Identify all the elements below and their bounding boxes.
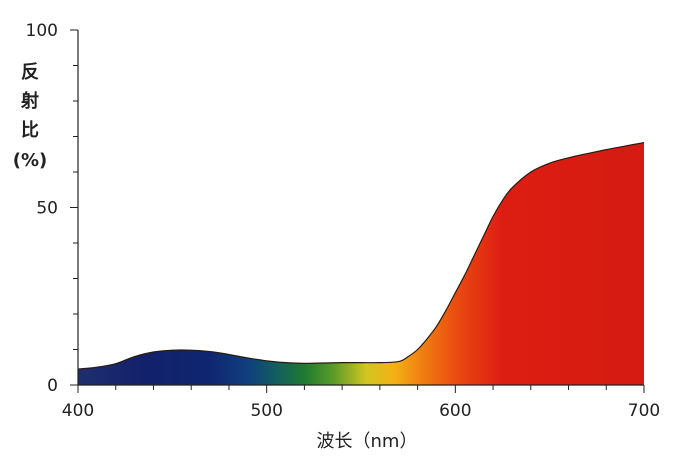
plot-area (77, 141, 645, 385)
y-axis-label-line: 反 (21, 62, 39, 83)
axes: 0 50 100 400 500 600 700 (26, 21, 661, 421)
y-axis-label-line: (%) (13, 150, 48, 171)
y-axis-label-line: 射 (20, 90, 39, 112)
y-tick-label: 100 (26, 21, 58, 41)
y-tick-label: 50 (36, 199, 58, 219)
x-tick-label: 700 (628, 401, 660, 421)
y-tick-label: 0 (47, 376, 58, 396)
x-tick-label: 500 (250, 401, 282, 421)
reflectance-curve (77, 141, 645, 370)
x-tick-label: 400 (62, 401, 94, 421)
x-axis-label: 波长（nm） (317, 431, 418, 452)
y-axis-label-line: 比 (21, 120, 39, 141)
reflectance-area (78, 142, 644, 385)
x-tick-label: 600 (439, 401, 471, 421)
y-axis-label: 反射比 (%) (13, 62, 48, 171)
